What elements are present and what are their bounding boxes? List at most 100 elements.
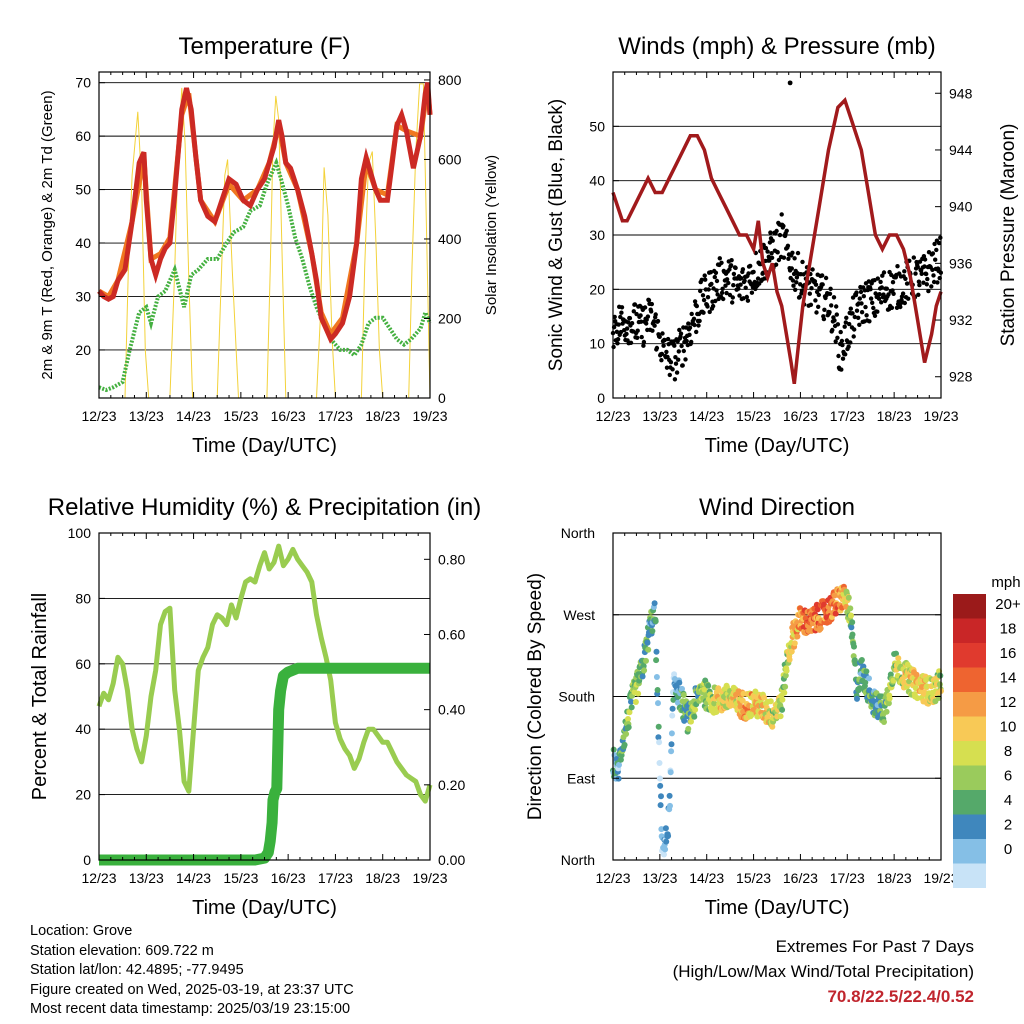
direction-point <box>881 719 887 725</box>
gust-max-point <box>787 80 793 86</box>
direction-point <box>848 612 854 619</box>
y-axis-label: Sonic Wind & Gust (Blue, Black) <box>546 99 567 371</box>
gust-point <box>889 305 895 310</box>
gust-point <box>843 320 848 325</box>
x-tick-label: 17/23 <box>830 870 865 886</box>
colorbar-title: mph <box>991 574 1020 591</box>
gust-point <box>850 311 855 316</box>
gust-point <box>790 278 796 283</box>
direction-point <box>852 660 859 667</box>
y2-tick-label: 600 <box>438 151 462 167</box>
gust-point <box>639 334 644 340</box>
gust-point <box>673 355 678 360</box>
gust-point <box>813 298 818 303</box>
gust-point <box>850 295 856 300</box>
gust-point <box>809 286 814 291</box>
gust-point <box>835 322 841 327</box>
gust-point <box>827 310 832 315</box>
gust-point <box>774 228 779 234</box>
direction-point <box>644 639 651 646</box>
gust-point <box>652 323 657 328</box>
chart-title: Relative Humidity (%) & Precipitation (i… <box>48 494 481 521</box>
gust-point <box>751 269 756 275</box>
extremes-panel: Extremes For Past 7 Days (High/Low/Max W… <box>673 934 974 1009</box>
gust-point <box>775 250 780 255</box>
gust-point <box>702 273 707 278</box>
gust-point <box>683 357 688 362</box>
gust-point <box>710 303 716 309</box>
gust-point <box>936 240 942 246</box>
colorbar-swatch <box>953 692 986 717</box>
direction-point <box>668 748 675 755</box>
gust-point <box>664 349 669 355</box>
direction-point <box>658 793 664 800</box>
temperature-chart: Temperature (F) 12/23 13/23 14/23 15/23 16/23… <box>39 33 500 457</box>
gust-point <box>827 291 833 296</box>
gust-point <box>763 245 769 251</box>
direction-point <box>651 600 658 607</box>
gust-point <box>891 291 896 296</box>
temp-2m-line <box>97 82 433 344</box>
y2-tick-label: 936 <box>949 255 973 271</box>
gust-point <box>793 287 798 292</box>
gust-point <box>654 345 660 351</box>
gust-point <box>649 309 654 314</box>
direction-point <box>656 775 663 782</box>
gust-point <box>724 277 730 282</box>
direction-point <box>847 605 854 612</box>
gust-point <box>876 296 882 301</box>
gust-point <box>875 309 880 314</box>
gust-point <box>781 223 786 229</box>
gust-point <box>868 287 873 292</box>
gust-point <box>770 238 775 243</box>
station-info: Location: Grove Station elevation: 609.7… <box>30 922 354 1020</box>
gust-point <box>932 241 937 247</box>
wind-direction-chart: Wind Direction 12/23 13/23 14/23 15/23 16/23 1… <box>525 494 959 919</box>
gust-point <box>687 332 692 337</box>
gust-point <box>791 283 796 288</box>
gust-point <box>848 306 853 311</box>
direction-point <box>674 699 681 706</box>
direction-point <box>883 708 890 715</box>
gust-point <box>878 279 883 285</box>
gust-point <box>851 334 856 339</box>
y2-tick-label: 944 <box>949 142 973 158</box>
humidity-precip-chart: Relative Humidity (%) & Precipitation (i… <box>29 494 481 919</box>
gust-points <box>610 80 943 382</box>
gust-point <box>930 267 935 272</box>
gust-point <box>632 302 638 307</box>
direction-point <box>667 769 674 776</box>
gust-point <box>672 343 677 348</box>
gust-point <box>816 304 821 309</box>
y-axis-label: 2m & 9m T (Red, Orange) & 2m Td (Green) <box>39 90 56 379</box>
gust-point <box>859 310 865 315</box>
y-tick-label: 20 <box>75 787 91 803</box>
gust-point <box>616 322 621 327</box>
gust-point <box>646 298 652 303</box>
gust-point <box>723 283 728 288</box>
gust-point <box>642 305 648 310</box>
direction-point <box>665 833 672 839</box>
gust-point <box>679 343 684 349</box>
x-tick-label: 18/23 <box>877 408 912 424</box>
direction-point <box>701 686 708 693</box>
colorbar-swatch <box>953 667 986 692</box>
x-tick-label: 15/23 <box>223 408 258 424</box>
gust-point <box>651 319 657 324</box>
gust-point <box>858 289 864 295</box>
y-tick-label: North <box>561 525 595 541</box>
direction-point <box>845 594 852 601</box>
direction-point <box>821 601 827 608</box>
gust-point <box>823 275 829 281</box>
colorbar-label: 18 <box>1000 621 1017 638</box>
direction-point <box>667 802 673 809</box>
x-tick-label: 19/23 <box>923 408 958 424</box>
colorbar-swatch <box>953 643 986 668</box>
gust-point <box>929 284 934 289</box>
direction-point <box>663 838 670 845</box>
gust-point <box>863 304 868 310</box>
gust-point <box>657 334 662 339</box>
direction-point <box>786 656 793 663</box>
gust-point <box>627 316 633 321</box>
gust-point <box>678 331 684 336</box>
